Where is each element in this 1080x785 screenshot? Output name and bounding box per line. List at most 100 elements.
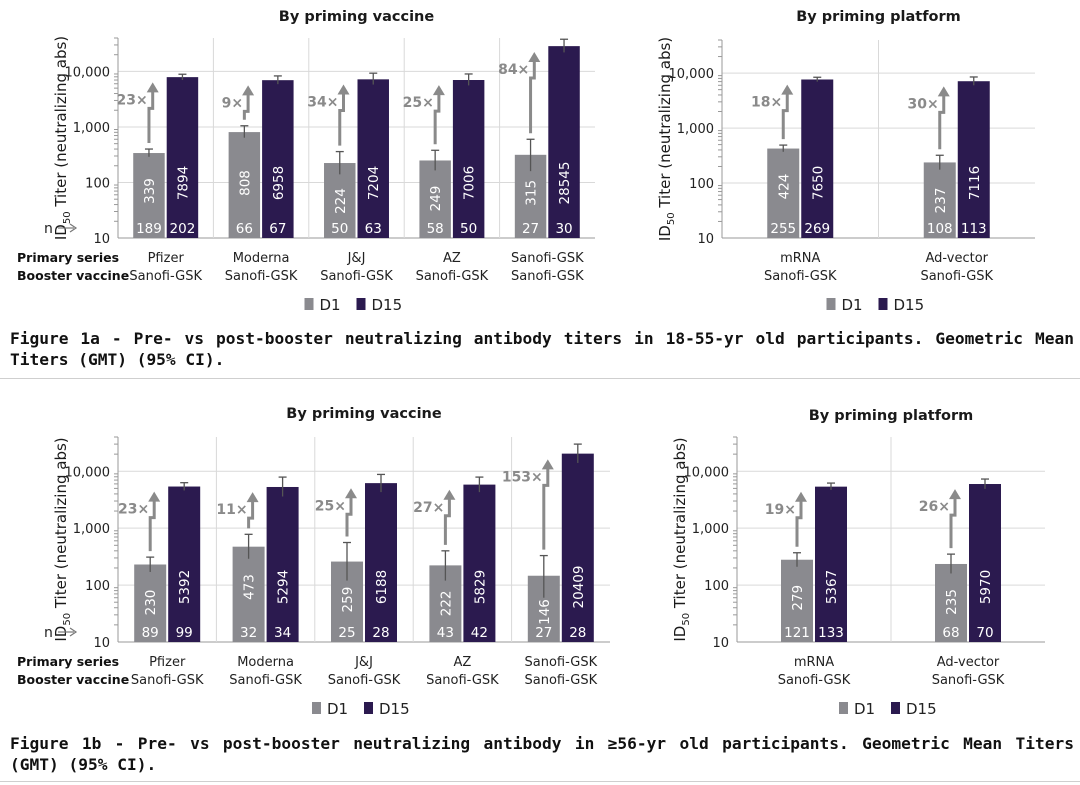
legend-swatch-d15 — [364, 702, 373, 714]
data-label: 249 — [428, 186, 444, 212]
category-primary: Pfizer — [148, 251, 185, 266]
data-label: 222 — [438, 590, 454, 616]
fold-label: 25× — [403, 95, 434, 111]
n-label: 28 — [569, 625, 586, 641]
fold-label: 11× — [216, 502, 247, 518]
n-label: 28 — [372, 625, 389, 641]
n-label: 189 — [136, 221, 162, 237]
chart-fig1a-by-vaccine: By priming vaccine ID50 Titer (neutralizi… — [0, 0, 600, 325]
y-tick-label: 10 — [712, 636, 729, 651]
n-label: 42 — [471, 625, 488, 641]
category-primary: Sanofi-GSK — [524, 655, 597, 670]
category-booster: Sanofi-GSK — [511, 269, 584, 284]
n-label: 27 — [535, 625, 552, 641]
divider — [0, 378, 1080, 379]
chart-title: By priming vaccine — [286, 406, 442, 422]
y-tick-label: 10 — [697, 232, 714, 247]
legend-swatch-d15 — [356, 298, 366, 310]
bar-d1 — [767, 148, 800, 238]
n-label: 43 — [437, 625, 454, 641]
category-booster: Sanofi-GSK — [129, 269, 202, 284]
n-label: 50 — [460, 221, 477, 237]
n-label: 68 — [942, 625, 959, 641]
n-arrowhead — [69, 223, 78, 233]
fold-arrowhead — [781, 84, 794, 95]
bar-d1 — [923, 162, 956, 238]
booster-vaccine-label: Booster vaccine — [17, 268, 129, 283]
category-booster: Sanofi-GSK — [932, 673, 1005, 688]
legend-swatch-d1 — [826, 298, 836, 310]
n-label: 27 — [522, 221, 539, 237]
fold-arrow — [345, 496, 353, 537]
legend-label-d1: D1 — [854, 700, 875, 718]
chart-title: By priming vaccine — [279, 9, 435, 25]
data-label: 230 — [143, 590, 159, 616]
fold-arrow — [542, 467, 550, 550]
fold-label: 30× — [908, 96, 939, 112]
category-primary: mRNA — [794, 655, 834, 670]
n-label: 269 — [804, 221, 830, 237]
fold-arrow — [949, 497, 957, 549]
fold-label: 23× — [116, 92, 147, 108]
fold-arrowhead — [443, 489, 456, 500]
chart-svg: By priming platform ID50 Titer (neutraliz… — [656, 9, 1035, 314]
category-primary: Moderna — [233, 251, 290, 266]
bar-d15 — [815, 486, 847, 642]
fold-arrowhead — [541, 459, 554, 470]
y-axis-label: ID50 Titer (neutralizing abs) — [656, 37, 677, 241]
legend-label-d1: D1 — [320, 296, 341, 314]
fold-arrowhead — [937, 86, 950, 97]
data-label: 279 — [790, 585, 806, 611]
fold-label: 19× — [765, 502, 796, 518]
y-tick-label: 100 — [689, 177, 714, 192]
legend-swatch-d1 — [312, 702, 321, 714]
category-primary: Ad-vector — [926, 251, 989, 266]
fold-arrowhead — [432, 85, 445, 96]
fold-label: 9× — [222, 95, 243, 111]
bar-d15 — [365, 483, 397, 642]
legend-label-d1: D1 — [327, 700, 348, 718]
bar-d15 — [957, 81, 990, 238]
fold-label: 25× — [315, 498, 346, 514]
data-label: 7650 — [810, 166, 826, 200]
data-label: 7204 — [366, 166, 382, 200]
fold-arrowhead — [795, 491, 807, 502]
category-primary: J&J — [347, 251, 366, 266]
fold-arrow — [795, 499, 803, 547]
legend-swatch-d1 — [839, 702, 848, 714]
legend-swatch-d1 — [304, 298, 314, 310]
fold-arrowhead — [345, 488, 357, 499]
bar-d15 — [262, 80, 294, 239]
bar-d15 — [969, 484, 1001, 642]
fold-arrowhead — [246, 492, 259, 503]
data-label: 146 — [537, 599, 553, 625]
n-label: 34 — [274, 625, 291, 641]
n-label: 30 — [555, 221, 572, 237]
fold-arrow — [338, 92, 345, 146]
n-axis-label: n — [44, 625, 53, 641]
y-tick-label: 1,000 — [73, 522, 110, 537]
data-label: 6958 — [271, 166, 287, 200]
legend-label-d15: D15 — [379, 700, 410, 718]
category-primary: AZ — [443, 251, 461, 266]
fold-arrow — [242, 93, 250, 120]
bar-d15 — [168, 486, 201, 642]
legend-label-d15: D15 — [372, 296, 403, 314]
fold-arrow — [443, 497, 451, 545]
category-primary: J&J — [354, 655, 373, 670]
fold-arrow — [529, 59, 536, 134]
n-arrowhead — [69, 627, 78, 637]
category-primary: AZ — [453, 655, 471, 670]
y-tick-label: 10,000 — [669, 67, 715, 82]
fold-arrow — [938, 94, 946, 150]
legend-swatch-d15 — [891, 702, 900, 714]
category-booster: Sanofi-GSK — [320, 269, 393, 284]
n-label: 67 — [269, 221, 286, 237]
primary-series-label: Primary series — [17, 250, 119, 265]
n-label: 32 — [240, 625, 257, 641]
bar-d1 — [133, 153, 165, 238]
y-tick-label: 10,000 — [684, 465, 730, 480]
n-label: 66 — [236, 221, 253, 237]
